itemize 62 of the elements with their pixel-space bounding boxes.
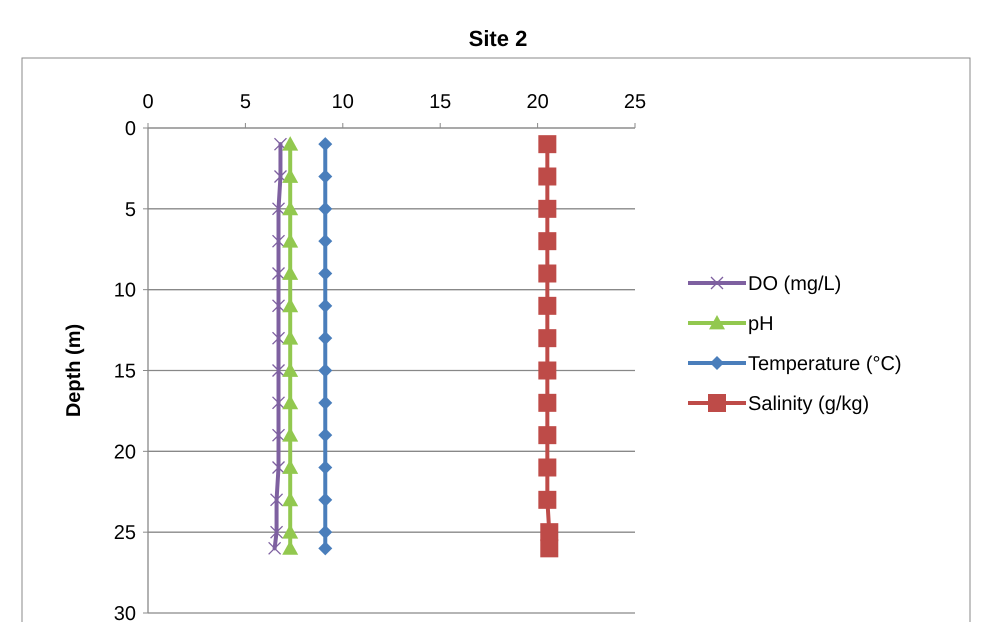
y-tick-label: 0 <box>124 118 136 140</box>
legend-label: pH <box>748 313 774 335</box>
point <box>538 200 556 218</box>
point <box>538 329 556 348</box>
point <box>538 135 556 154</box>
point <box>272 202 286 216</box>
x-tick-label: 0 <box>142 91 154 113</box>
y-tick-label: 5 <box>124 198 136 221</box>
point <box>538 394 556 412</box>
point <box>538 168 556 186</box>
point <box>270 526 284 539</box>
y-tick-label: 20 <box>114 441 136 464</box>
point <box>318 364 332 378</box>
point <box>272 299 286 312</box>
point <box>318 266 332 280</box>
point <box>538 296 556 315</box>
point <box>318 525 332 540</box>
y-axis-title: Depth (m) <box>63 324 85 418</box>
point <box>272 332 286 345</box>
point <box>318 298 332 313</box>
point <box>270 493 284 506</box>
point <box>318 428 332 442</box>
point <box>318 137 332 152</box>
y-tick-label: 25 <box>114 522 136 544</box>
legend-label: Temperature (°C) <box>748 353 902 375</box>
point <box>538 458 556 476</box>
x-tick-label: 10 <box>332 91 354 113</box>
point <box>268 542 282 555</box>
point <box>538 362 556 380</box>
point <box>540 523 558 542</box>
point <box>272 460 286 474</box>
point <box>318 541 332 556</box>
point <box>538 490 556 509</box>
point <box>540 539 558 558</box>
y-tick-label: 15 <box>114 360 136 382</box>
point <box>538 232 556 250</box>
point <box>274 170 288 184</box>
y-tick-label: 30 <box>114 603 136 625</box>
point <box>318 396 332 410</box>
point <box>272 234 286 248</box>
point <box>272 428 286 442</box>
x-tick-label: 20 <box>526 91 549 113</box>
y-tick-label: 10 <box>114 280 136 302</box>
x-tick-label: 25 <box>624 91 646 113</box>
legend-label: Salinity (g/kg) <box>748 393 870 415</box>
legend-label: DO (mg/L) <box>748 273 842 295</box>
chart-title: Site 2 <box>468 26 528 51</box>
point <box>318 170 332 184</box>
point <box>274 138 288 151</box>
point <box>282 136 298 151</box>
point <box>538 426 556 444</box>
point <box>538 264 556 282</box>
x-tick-label: 5 <box>240 91 251 113</box>
point <box>272 266 286 280</box>
point <box>318 460 332 474</box>
point <box>272 364 286 378</box>
point <box>318 492 332 507</box>
point <box>318 331 332 346</box>
point <box>272 396 286 410</box>
point <box>318 202 332 216</box>
x-tick-label: 15 <box>429 91 452 113</box>
point <box>318 234 332 248</box>
